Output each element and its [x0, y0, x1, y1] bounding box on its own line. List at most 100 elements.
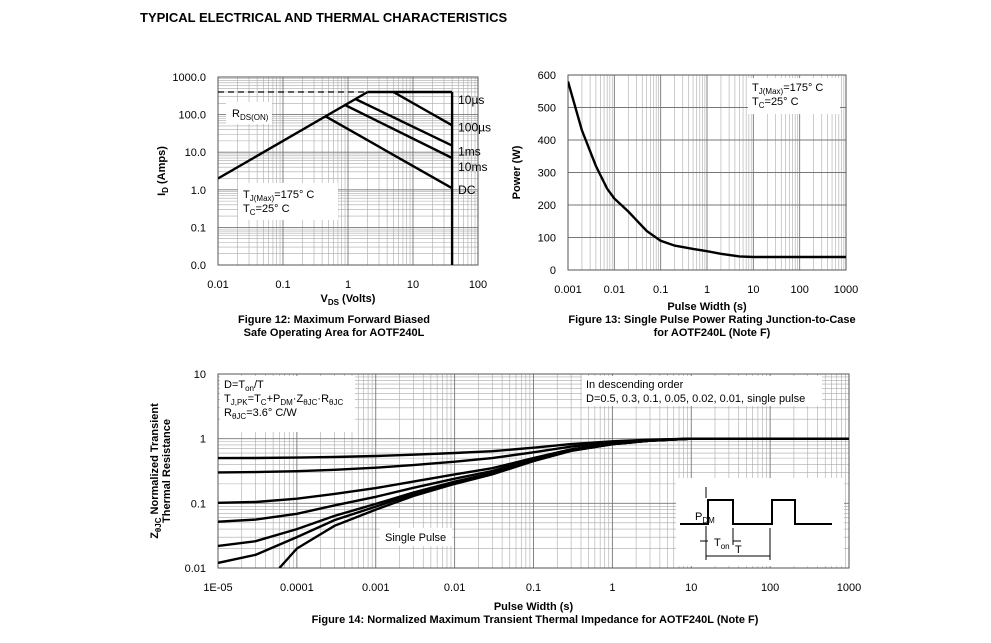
x-tick-label: 100: [790, 284, 808, 296]
text-run: Normalized Transient: [149, 403, 161, 518]
text-run: ·Z: [293, 393, 304, 405]
text-run: In descending order: [586, 379, 684, 391]
subscript: C: [759, 101, 765, 110]
x-tick-label: 0.01: [207, 279, 228, 291]
x-tick-label: 0.001: [362, 582, 390, 594]
plot-border: [217, 373, 850, 569]
x-axis-label: Pulse Width (s): [667, 301, 747, 313]
y-tick-label: 100.0: [178, 110, 206, 122]
annotation-text: RθJC=3.6° C/W: [224, 407, 297, 421]
text-run: P: [695, 511, 702, 523]
annotation-box: [238, 183, 338, 220]
x-tick-label: 0.0001: [280, 582, 314, 594]
subscript: D: [161, 187, 170, 193]
series-line: [324, 115, 453, 190]
series-label: 100µs: [458, 120, 491, 134]
annotation-text: TJ(Max)=175° C: [752, 82, 823, 96]
plot-border: [217, 76, 479, 266]
text-run: Pulse Width (s): [667, 301, 747, 313]
text-run: +P: [267, 393, 281, 405]
series-label: 1ms: [458, 145, 481, 159]
y-tick-label: 100: [538, 233, 556, 245]
x-tick-label: 1E-05: [203, 582, 232, 594]
y-tick-label: 300: [538, 168, 556, 180]
inset-label: T: [735, 544, 742, 556]
subscript: DS(ON): [240, 113, 269, 122]
x-tick-label: 0.001: [554, 284, 582, 296]
x-tick-label: 0.01: [604, 284, 625, 296]
text-run: T: [735, 544, 742, 556]
x-tick-label: 10: [407, 279, 419, 291]
text-run: Power (W): [511, 145, 523, 199]
y-tick-label: 1.0: [191, 185, 206, 197]
text-run: Pulse Width (s): [494, 601, 574, 613]
annotation-text: D=Ton/T: [224, 379, 264, 393]
x-tick-label: 1: [345, 279, 351, 291]
inset-label: Ton: [714, 537, 730, 551]
series-line: [278, 437, 849, 568]
text-run: =175° C: [783, 82, 823, 94]
y-tick-label: 1000.0: [172, 72, 206, 84]
figure-caption: Safe Operating Area for AOTF240L: [244, 327, 425, 339]
y-tick-label: 10.0: [185, 147, 206, 159]
y-tick-label: 600: [538, 70, 556, 82]
text-run: =3.6° C/W: [246, 407, 297, 419]
series-line: [392, 90, 453, 127]
subscript: DS: [328, 298, 340, 307]
subscript: J,PK: [231, 398, 249, 407]
subscript: DM: [702, 516, 715, 525]
text-run: =25° C: [765, 96, 799, 108]
x-axis-label: VDS (Volts): [321, 293, 376, 307]
series-line: [568, 81, 846, 259]
x-tick-label: 1000: [834, 284, 858, 296]
series-label: 10ms: [458, 160, 487, 174]
figure-caption: Figure 14: Normalized Maximum Transient …: [312, 614, 759, 626]
text-run: =T: [248, 393, 261, 405]
y-tick-label: 0: [550, 265, 556, 277]
annotation-box: [220, 376, 355, 432]
series-line: [344, 103, 453, 160]
text-run: (Volts): [339, 293, 376, 305]
dim-lines: [700, 487, 771, 560]
text-run: /T: [254, 379, 264, 391]
text-run: T: [243, 189, 250, 201]
figure-caption: Figure 13: Single Pulse Power Rating Jun…: [568, 314, 855, 326]
annotation-box: [748, 78, 840, 114]
text-run: R: [224, 407, 232, 419]
y-tick-label: 200: [538, 200, 556, 212]
page-title: TYPICAL ELECTRICAL AND THERMAL CHARACTER…: [140, 10, 507, 25]
x-tick-label: 1000: [837, 582, 861, 594]
figure-caption: Figure 12: Maximum Forward Biased: [238, 314, 430, 326]
y-tick-label: 0.01: [185, 563, 206, 575]
plot-border: [567, 74, 847, 271]
text-run: (Amps): [156, 146, 168, 187]
x-tick-label: 0.1: [275, 279, 290, 291]
y-tick-label: 10: [194, 369, 206, 381]
text-run: =175° C: [274, 189, 314, 201]
text-run: I: [156, 193, 168, 196]
y-axis-label: Thermal Resistance: [161, 419, 173, 523]
x-tick-label: 0.01: [444, 582, 465, 594]
y-tick-label: 0.0: [191, 260, 206, 272]
text-run: Z: [149, 532, 161, 539]
text-run: T: [224, 393, 231, 405]
subscript: θJC: [303, 398, 317, 407]
subscript: J(Max): [250, 194, 275, 203]
text-run: T: [243, 203, 250, 215]
y-tick-label: 400: [538, 135, 556, 147]
text-run: R: [232, 108, 240, 120]
text-run: ·R: [317, 393, 329, 405]
annotation-text: RDS(ON): [232, 108, 269, 122]
x-tick-label: 1: [609, 582, 615, 594]
y-axis-label: ZθJC Normalized Transient: [149, 403, 163, 539]
subscript: on: [721, 542, 730, 551]
subscript: J(Max): [759, 87, 784, 96]
annotation-text: TC=25° C: [752, 96, 799, 110]
x-tick-label: 10: [685, 582, 697, 594]
annotation-text: TJ,PK=TC+PDM·ZθJC·RθJC: [224, 393, 343, 407]
y-tick-label: 500: [538, 103, 556, 115]
x-tick-label: 0.1: [653, 284, 668, 296]
y-tick-label: 0.1: [191, 498, 206, 510]
subscript: DM: [280, 398, 293, 407]
